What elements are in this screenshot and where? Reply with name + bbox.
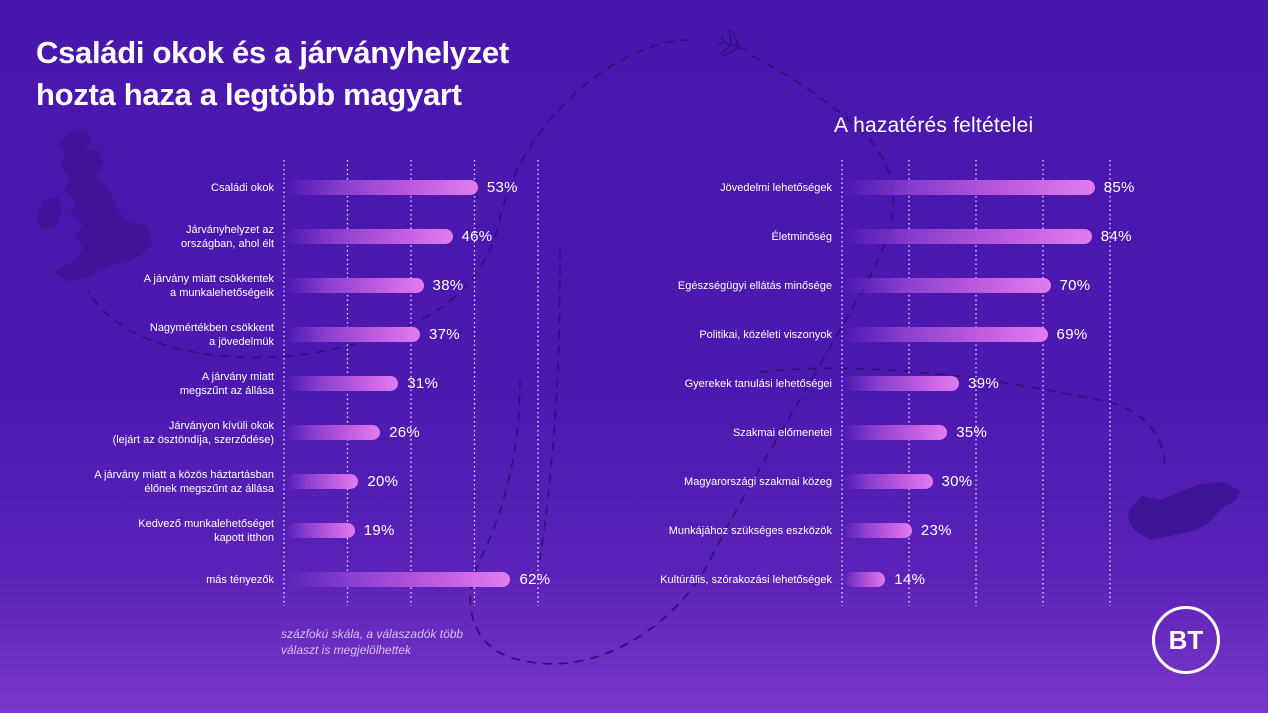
page-title: Családi okok és a járványhelyzet hozta h… bbox=[36, 32, 596, 116]
bar bbox=[844, 572, 886, 587]
bar-row: más tényezők 62% bbox=[0, 560, 560, 600]
footnote: százfokú skála, a válaszadók több válasz… bbox=[281, 626, 463, 658]
airplane-icon bbox=[717, 29, 747, 57]
value-label: 70% bbox=[1059, 277, 1091, 294]
value-label: 85% bbox=[1103, 179, 1135, 196]
value-label: 46% bbox=[461, 228, 493, 245]
value-label: 53% bbox=[486, 179, 518, 196]
category-label: A járvány miatt a közös háztartásban élő… bbox=[94, 469, 274, 495]
bar-row: Kedvező munkalehetőséget kapott itthon 19… bbox=[0, 511, 560, 551]
bar bbox=[844, 523, 912, 538]
ireland-map-icon bbox=[36, 196, 62, 230]
category-label: Családi okok bbox=[211, 182, 274, 194]
bar bbox=[844, 327, 1048, 342]
bar-row: Járványhelyzet az országban, ahol élt 46% bbox=[0, 217, 560, 257]
category-label: más tényezők bbox=[206, 574, 274, 586]
hungary-map-icon bbox=[1128, 482, 1240, 540]
bar-row: Egészségügyi ellátás minősége 70% bbox=[600, 266, 1160, 306]
category-label: Járványhelyzet az országban, ahol élt bbox=[181, 224, 274, 250]
bar bbox=[844, 229, 1092, 244]
value-label: 62% bbox=[519, 571, 551, 588]
title-line: Családi okok és a járványhelyzet bbox=[36, 35, 509, 70]
value-label: 26% bbox=[389, 424, 421, 441]
category-label: Jövedelmi lehetőségek bbox=[720, 182, 832, 194]
value-label: 20% bbox=[367, 473, 399, 490]
value-label: 69% bbox=[1056, 326, 1088, 343]
value-label: 30% bbox=[941, 473, 973, 490]
bar-row: Magyarországi szakmai közeg 30% bbox=[600, 462, 1160, 502]
bar-row: Jövedelmi lehetőségek 85% bbox=[600, 168, 1160, 208]
bar-row: A járvány miatt megszűnt az állása 31% bbox=[0, 364, 560, 404]
category-label: Kultúrális, szórakozási lehetőségek bbox=[660, 574, 832, 586]
bar bbox=[286, 425, 381, 440]
category-label: Életminőség bbox=[771, 231, 832, 243]
flight-path bbox=[87, 39, 1166, 665]
category-label: Nagymértékben csökkent a jövedelmük bbox=[149, 322, 274, 348]
bar-row: Nagymértékben csökkent a jövedelmük 37% bbox=[0, 315, 560, 355]
category-label: Egészségügyi ellátás minősége bbox=[677, 280, 832, 292]
value-label: 35% bbox=[956, 424, 988, 441]
bar bbox=[844, 278, 1051, 293]
category-label: Politikai, közéleti viszonyok bbox=[699, 329, 832, 341]
value-label: 19% bbox=[363, 522, 395, 539]
footnote-line: százfokú skála, a válaszadók több bbox=[281, 627, 464, 641]
chart-title-return-conditions: A hazatérés feltételei bbox=[834, 114, 1034, 137]
bar-row: Politikai, közéleti viszonyok 69% bbox=[600, 315, 1160, 355]
bar-row: A járvány miatt a közös háztartásban élő… bbox=[0, 462, 560, 502]
value-label: 39% bbox=[968, 375, 999, 392]
bar bbox=[286, 572, 511, 587]
category-label: Magyarországi szakmai közeg bbox=[684, 476, 832, 488]
value-label: 14% bbox=[894, 571, 926, 588]
uk-map-icon bbox=[52, 128, 152, 282]
category-label: A járvány miatt megszűnt az állása bbox=[179, 371, 274, 397]
category-label: Járványon kívüli okok (lejárt az ösztönd… bbox=[112, 420, 274, 446]
bar bbox=[286, 180, 478, 195]
bar-row: Járványon kívüli okok (lejárt az ösztönd… bbox=[0, 413, 560, 453]
bar bbox=[844, 425, 948, 440]
bar bbox=[844, 474, 933, 489]
value-label: 84% bbox=[1100, 228, 1132, 245]
category-label: Gyerekek tanulási lehetőségei bbox=[684, 378, 832, 390]
bar bbox=[286, 523, 355, 538]
bar bbox=[286, 376, 399, 391]
category-label: Kedvező munkalehetőséget kapott itthon bbox=[138, 518, 274, 544]
bar-row: Szakmai előmenetel 35% bbox=[600, 413, 1160, 453]
category-label: Munkájához szükséges eszközök bbox=[668, 525, 832, 537]
footnote-line: választ is megjelölhettek bbox=[281, 643, 412, 657]
category-label: Szakmai előmenetel bbox=[732, 427, 832, 439]
bar bbox=[286, 229, 453, 244]
bar bbox=[286, 474, 359, 489]
value-label: 31% bbox=[407, 375, 439, 392]
bar-row: A járvány miatt csökkentek a munkalehető… bbox=[0, 266, 560, 306]
bar bbox=[286, 327, 420, 342]
bar bbox=[844, 376, 960, 391]
bar-row: Gyerekek tanulási lehetőségei 39% bbox=[600, 364, 1160, 404]
bar-row: Életminőség 84% bbox=[600, 217, 1160, 257]
bar-row: Kultúrális, szórakozási lehetőségek 14% bbox=[600, 560, 1160, 600]
value-label: 38% bbox=[432, 277, 464, 294]
bt-logo: BT bbox=[1152, 606, 1220, 674]
value-label: 23% bbox=[920, 522, 952, 539]
title-line: hozta haza a legtöbb magyart bbox=[36, 77, 462, 112]
bar-row: Munkájához szükséges eszközök 23% bbox=[600, 511, 1160, 551]
category-label: A járvány miatt csökkentek a munkalehető… bbox=[143, 273, 274, 299]
bar bbox=[286, 278, 424, 293]
return-conditions-bar-chart: Jövedelmi lehetőségek 85% Életminőség 84% Eg… bbox=[600, 160, 1160, 610]
reasons-bar-chart: Családi okok 53% Járványhelyzet az országb… bbox=[0, 160, 560, 610]
bar-row: Családi okok 53% bbox=[0, 168, 560, 208]
value-label: 37% bbox=[428, 326, 460, 343]
bar bbox=[844, 180, 1095, 195]
